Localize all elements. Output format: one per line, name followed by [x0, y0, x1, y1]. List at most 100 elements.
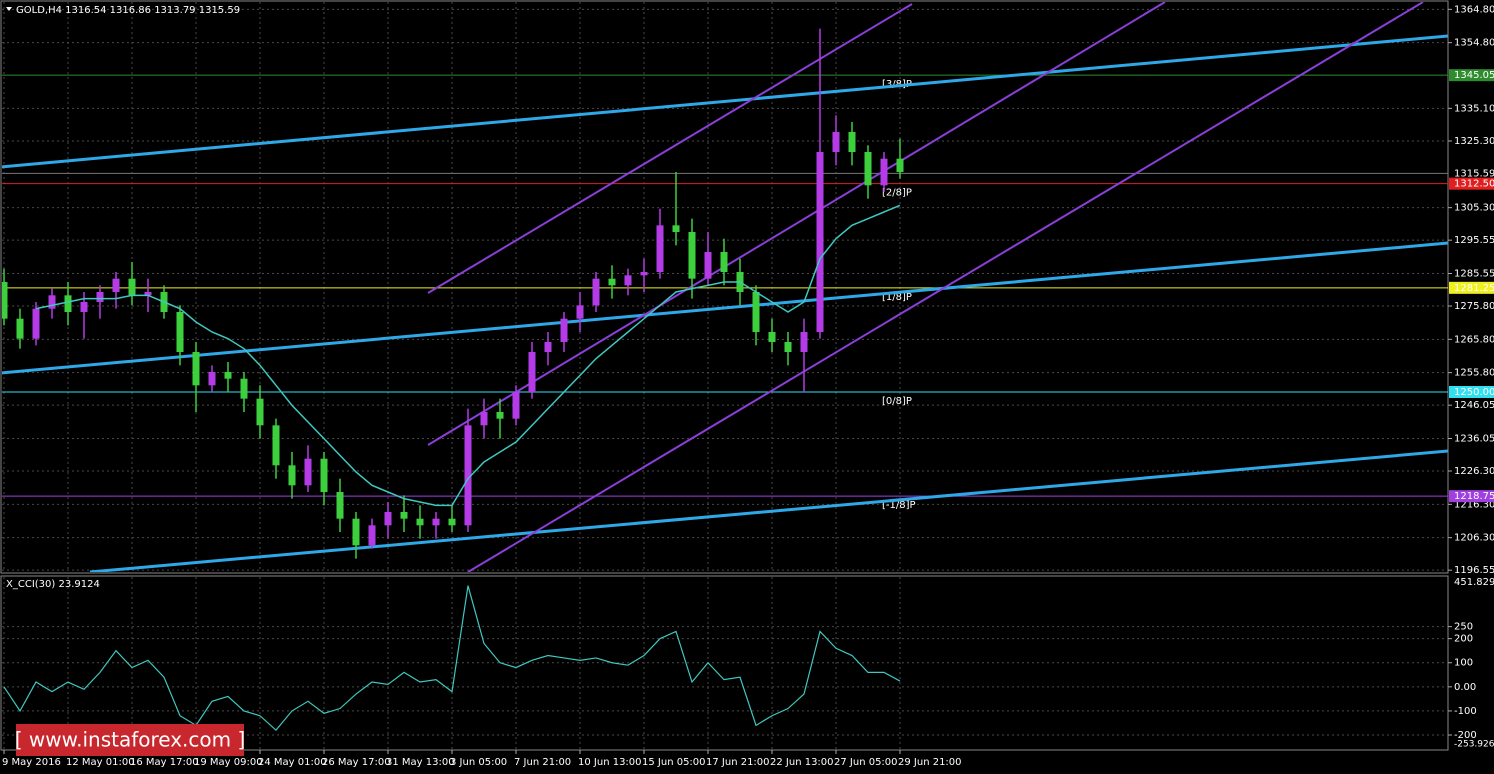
x-tick-label: 29 Jun 21:00 [898, 757, 962, 768]
candle-body [608, 278, 616, 286]
x-tick-label: 31 May 13:00 [386, 757, 455, 768]
y-tick-label: 1305.30 [1454, 203, 1494, 214]
level-price-label: 1281.25 [1454, 283, 1494, 294]
x-tick-label: 24 May 01:00 [258, 757, 327, 768]
menu-icon[interactable] [6, 7, 12, 11]
indicator-title: X_CCI(30) 23.9124 [6, 579, 100, 590]
y-tick-label: 0.00 [1454, 682, 1476, 693]
y-tick-label: 1285.55 [1454, 269, 1494, 280]
y-tick-label: 1354.80 [1454, 38, 1494, 49]
candle-body [64, 295, 72, 312]
trend-lines [2, 2, 1448, 572]
trend-line [2, 34, 1448, 169]
candle-body [848, 132, 856, 152]
level-price-label: 1312.50 [1454, 179, 1494, 190]
x-tick-label: 9 May 2016 [2, 757, 61, 768]
candle-body [32, 308, 40, 339]
x-tick-label: 3 Jun 05:00 [450, 757, 507, 768]
last-price-label: 1315.59 [1454, 168, 1494, 179]
candle-body [432, 518, 440, 526]
y-tick-label: 1335.10 [1454, 103, 1494, 114]
x-tick-label: 19 May 09:00 [194, 757, 263, 768]
level-price-label: 1250.00 [1454, 387, 1494, 398]
trend-line [2, 241, 1448, 375]
level-price-box [1449, 281, 1494, 294]
candle-body [560, 318, 568, 342]
y-tick-label: 1364.80 [1454, 4, 1494, 15]
candle-body [336, 492, 344, 519]
candle-body [544, 342, 552, 352]
watermark-box [16, 724, 244, 756]
candle-body [448, 518, 456, 526]
level-price-label: 1218.75 [1454, 491, 1494, 502]
level-price-label: 1345.05 [1454, 70, 1494, 81]
candle-body [192, 352, 200, 386]
level-label: [1/8]P [882, 292, 912, 303]
y-tick-label: 1226.30 [1454, 466, 1494, 477]
level-price-box [1449, 177, 1494, 190]
candle-body [496, 412, 504, 419]
candle-body [576, 305, 584, 319]
candle-body [224, 372, 232, 379]
candle-body [688, 232, 696, 279]
candle-body [480, 412, 488, 426]
y-tick-label: 1255.80 [1454, 368, 1494, 379]
y-tick-label: 1325.30 [1454, 136, 1494, 147]
candle-body [592, 278, 600, 306]
x-tick-label: 22 Jun 13:00 [770, 757, 834, 768]
x-tick-label: 17 Jun 21:00 [706, 757, 770, 768]
candle-body [752, 292, 760, 332]
candle-body [352, 518, 360, 546]
x-tick-label: 12 May 01:00 [66, 757, 135, 768]
moving-average [35, 204, 901, 507]
y-tick-label: 1275.80 [1454, 301, 1494, 312]
candle-body [816, 152, 824, 332]
x-tick-label: 10 Jun 13:00 [578, 757, 642, 768]
candle-body [2, 282, 8, 319]
y-tick-label: 1196.55 [1454, 565, 1494, 576]
candle-body [128, 278, 136, 296]
y-tick-label: 1216.30 [1454, 499, 1494, 510]
candle-body [16, 318, 24, 339]
candle-body [96, 292, 104, 302]
labels: 1364.80 1354.80 1335.10 1325.30 1305.30 1295.… [2, 4, 1494, 768]
grid [2, 2, 1448, 749]
candle-body [800, 332, 808, 352]
x-tick-label: 15 Jun 05:00 [642, 757, 706, 768]
candle-body [384, 512, 392, 526]
price-pane [0, 0, 1449, 574]
candle-body [832, 132, 840, 152]
y-range-label: 451.8296 [1454, 577, 1494, 588]
level-label: [2/8]P [882, 188, 912, 199]
y-tick-label: -200 [1454, 730, 1477, 741]
candle-body [416, 518, 424, 526]
cci-line [3, 585, 901, 732]
x-tick-label: 7 Jun 21:00 [514, 757, 571, 768]
candle-body [288, 465, 296, 486]
candle-body [368, 525, 376, 546]
y-tick-label: 1246.05 [1454, 400, 1494, 411]
level-label: [0/8]P [882, 396, 912, 407]
x-tick-label: 26 May 17:00 [322, 757, 391, 768]
cci [3, 585, 901, 732]
candle-body [272, 425, 280, 466]
candle-body [656, 225, 664, 272]
x-tick-label: 16 May 17:00 [130, 757, 199, 768]
candle-body [864, 152, 872, 186]
channel-line [467, 2, 1424, 572]
y-tick-label: 250 [1454, 622, 1473, 633]
level-price-box [1449, 386, 1494, 398]
candle-body [400, 512, 408, 519]
y-tick-label: 1236.05 [1454, 434, 1494, 445]
candle-body [112, 278, 120, 292]
candles [2, 28, 904, 559]
candle-body [80, 302, 88, 312]
candle-body [704, 252, 712, 279]
candle-body [640, 272, 648, 276]
candle-body [784, 342, 792, 352]
y-tick-label: 100 [1454, 658, 1473, 669]
y-tick-label: -100 [1454, 706, 1477, 717]
candle-body [48, 295, 56, 309]
level-price-box [1449, 490, 1494, 503]
